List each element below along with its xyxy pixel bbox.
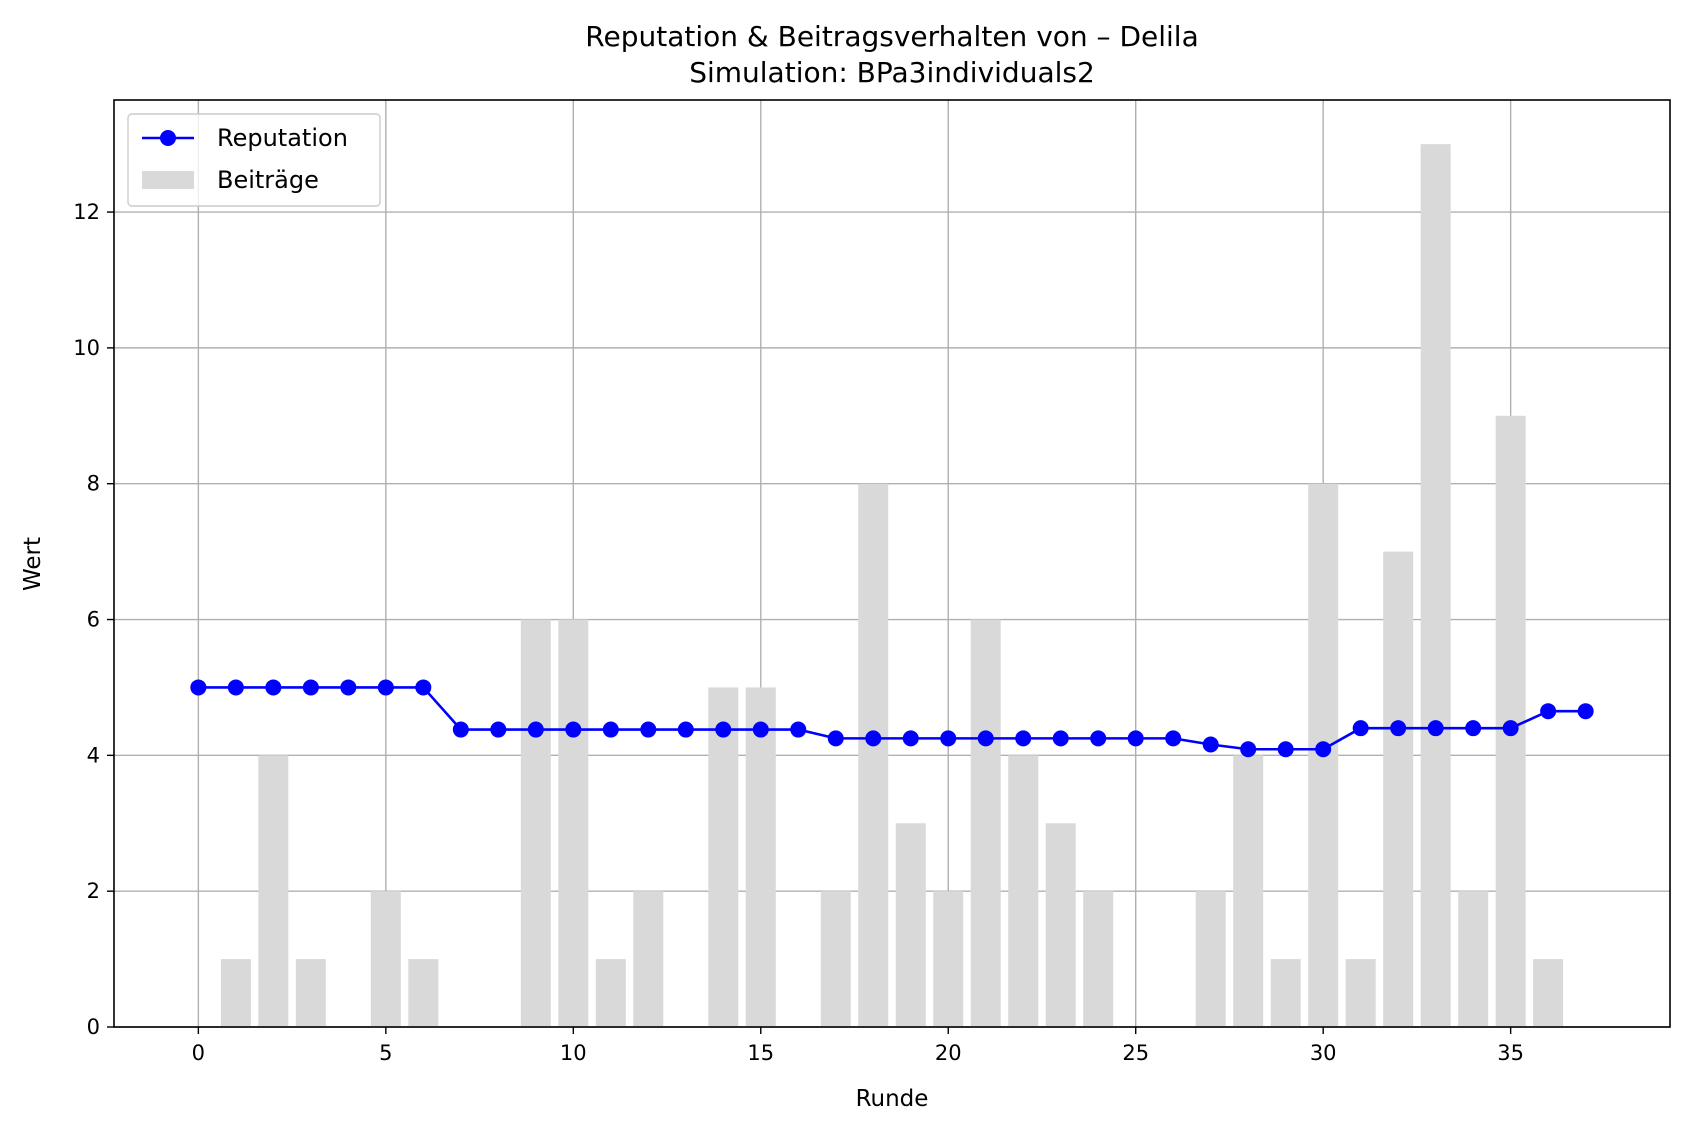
x-tick-label: 30 (1310, 1041, 1337, 1065)
bar (895, 823, 926, 1027)
bar (258, 755, 289, 1027)
chart-title: Reputation & Beitragsverhalten von – Del… (585, 20, 1198, 53)
y-tick-label: 12 (73, 200, 100, 224)
bar (933, 891, 964, 1027)
x-tick-label: 15 (747, 1041, 774, 1065)
x-axis-ticks: 0 5 10 15 20 25 30 35 (192, 1027, 1524, 1065)
reputation-point (452, 721, 469, 738)
reputation-point (677, 721, 694, 738)
y-tick-label: 4 (87, 743, 100, 767)
reputation-point (1240, 741, 1257, 758)
reputation-point (902, 730, 919, 747)
reputation-point (1052, 730, 1069, 747)
reputation-point (1390, 720, 1407, 737)
reputation-point (1465, 720, 1482, 737)
x-tick-label: 35 (1497, 1041, 1524, 1065)
bar (1008, 755, 1039, 1027)
reputation-point (565, 721, 582, 738)
chart-subtitle: Simulation: BPa3individuals2 (689, 56, 1095, 89)
y-axis-label: Wert (20, 537, 46, 591)
reputation-point (490, 721, 507, 738)
y-tick-label: 2 (87, 879, 100, 903)
reputation-point (302, 679, 319, 696)
reputation-point (602, 721, 619, 738)
bar (745, 687, 776, 1027)
reputation-point (1165, 730, 1182, 747)
reputation-point (1090, 730, 1107, 747)
reputation-point (1277, 741, 1294, 758)
bar (633, 891, 664, 1027)
line-series (190, 679, 1594, 758)
reputation-point (227, 679, 244, 696)
bar (595, 959, 626, 1027)
reputation-point (1352, 720, 1369, 737)
y-tick-label: 0 (87, 1015, 100, 1039)
legend-label-reputation: Reputation (217, 124, 348, 152)
bar (1533, 959, 1564, 1027)
y-tick-label: 6 (87, 608, 100, 632)
reputation-point (1577, 703, 1594, 720)
bar (1458, 891, 1489, 1027)
reputation-point (1127, 730, 1144, 747)
x-tick-label: 25 (1122, 1041, 1149, 1065)
legend: Reputation Beiträge (127, 113, 381, 207)
y-tick-label: 8 (87, 472, 100, 496)
bar (1195, 891, 1226, 1027)
reputation-point (1315, 741, 1332, 758)
bar (1383, 551, 1414, 1027)
bar (1270, 959, 1301, 1027)
y-tick-label: 10 (73, 336, 100, 360)
x-tick-label: 0 (192, 1041, 205, 1065)
bar (858, 483, 889, 1027)
legend-bar-swatch (142, 171, 194, 189)
reputation-point (865, 730, 882, 747)
x-tick-label: 10 (560, 1041, 587, 1065)
x-tick-label: 20 (935, 1041, 962, 1065)
reputation-point (1427, 720, 1444, 737)
reputation-point (940, 730, 957, 747)
bar (408, 959, 439, 1027)
bar (1233, 755, 1264, 1027)
bar (820, 891, 851, 1027)
x-axis-label: Runde (856, 1086, 929, 1112)
bar (295, 959, 326, 1027)
bar (520, 619, 551, 1027)
bar (1420, 144, 1451, 1028)
reputation-point (190, 679, 207, 696)
reputation-point (752, 721, 769, 738)
x-tick-label: 5 (379, 1041, 392, 1065)
reputation-point (640, 721, 657, 738)
bar (370, 891, 401, 1027)
bar (970, 619, 1001, 1027)
reputation-point (827, 730, 844, 747)
reputation-point (340, 679, 357, 696)
bar (1045, 823, 1076, 1027)
reputation-point (265, 679, 282, 696)
bar-series (220, 144, 1564, 1028)
legend-marker-swatch (160, 130, 176, 146)
reputation-point (415, 679, 432, 696)
plot-frame (113, 99, 1671, 1028)
y-axis-ticks: 0 2 4 6 8 10 12 (73, 200, 114, 1039)
reputation-point (1202, 736, 1219, 753)
reputation-point (977, 730, 994, 747)
reputation-point (1015, 730, 1032, 747)
bar (220, 959, 251, 1027)
reputation-point (790, 721, 807, 738)
reputation-point (1502, 720, 1519, 737)
reputation-point (715, 721, 732, 738)
reputation-point (377, 679, 394, 696)
bar (708, 687, 739, 1027)
bar (1345, 959, 1376, 1027)
legend-label-beitraege: Beiträge (217, 166, 319, 194)
bar (1083, 891, 1114, 1027)
reputation-point (1540, 703, 1557, 720)
reputation-point (527, 721, 544, 738)
bar (558, 619, 589, 1027)
